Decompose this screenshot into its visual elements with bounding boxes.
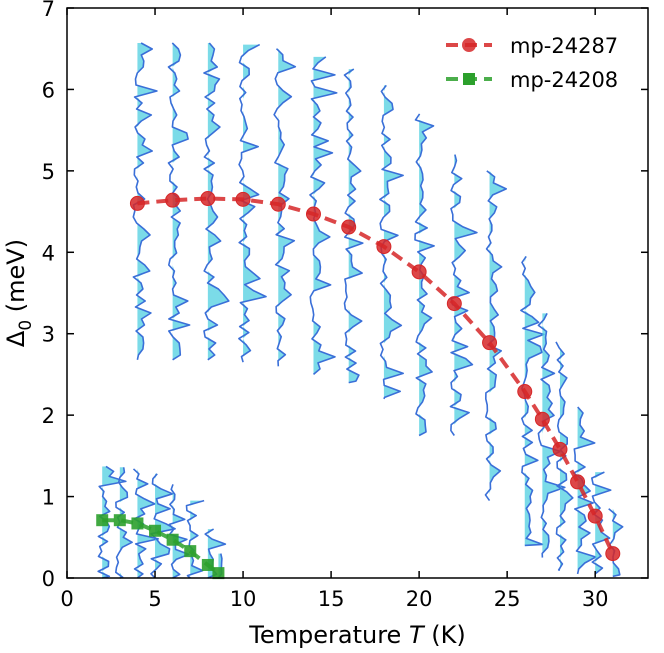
series-mp-24208-point-4 bbox=[166, 533, 179, 546]
series-mp-24287-point-9 bbox=[446, 296, 462, 312]
mp-24287-spectrum-fill-11 bbox=[524, 256, 544, 546]
series-mp-24287-point-11 bbox=[517, 384, 533, 400]
series-mp-24208-point-3 bbox=[149, 524, 162, 537]
y-tick-label-0: 0 bbox=[42, 567, 55, 591]
series-mp-24208-point-6 bbox=[201, 558, 214, 571]
x-tick-label-1: 5 bbox=[148, 587, 161, 611]
mp-24208-spectrum-fill-1 bbox=[119, 467, 133, 578]
y-tick-label-2: 2 bbox=[42, 404, 55, 428]
mp-24208-spectrum-line-5 bbox=[185, 499, 205, 579]
legend-label-0: mp-24287 bbox=[510, 34, 618, 58]
series-mp-24287-point-12 bbox=[534, 411, 550, 427]
series-mp-24208-point-1 bbox=[113, 514, 126, 527]
mp-24208-spectrum-fill-3 bbox=[155, 473, 176, 578]
spectra-layer bbox=[97, 42, 624, 579]
series-layer bbox=[96, 191, 621, 580]
mp-24287-spectrum-fill-7 bbox=[383, 85, 404, 399]
y-tick-label-3: 3 bbox=[42, 323, 55, 347]
series-mp-24287-point-4 bbox=[270, 196, 286, 212]
y-tick-label-5: 5 bbox=[42, 160, 55, 184]
x-tick-label-0: 0 bbox=[60, 587, 73, 611]
series-mp-24287-point-8 bbox=[411, 264, 427, 280]
mp-24287-spectrum-line-13 bbox=[555, 341, 574, 571]
plot-frame bbox=[66, 7, 649, 579]
legend-label-1: mp-24208 bbox=[510, 68, 618, 92]
mp-24287-spectrum-line-12 bbox=[537, 313, 566, 558]
legend: mp-24287 mp-24208 bbox=[446, 34, 618, 92]
series-mp-24208-point-0 bbox=[96, 514, 109, 527]
mp-24287-spectrum-fill-4 bbox=[278, 48, 296, 367]
mp-24208-spectrum-fill-5 bbox=[190, 500, 205, 578]
legend-marker-0 bbox=[462, 38, 476, 52]
mp-24287-spectrum-line-10 bbox=[484, 170, 507, 502]
series-mp-24208-point-2 bbox=[131, 517, 144, 530]
mp-24287-spectrum-line-9 bbox=[449, 154, 478, 436]
mp-24287-spectrum-fill-14 bbox=[577, 407, 596, 574]
y-tick-label-4: 4 bbox=[42, 241, 55, 265]
series-mp-24287-point-0 bbox=[129, 195, 145, 211]
x-tick-label-4: 20 bbox=[406, 587, 433, 611]
mp-24287-spectrum-fill-5 bbox=[313, 56, 337, 375]
x-tick-label-3: 15 bbox=[318, 587, 345, 611]
series-mp-24287-line bbox=[137, 196, 615, 555]
series-mp-24208-point-5 bbox=[184, 545, 197, 558]
mp-24208-spectrum-line-4 bbox=[168, 484, 190, 579]
y-tick-label-1: 1 bbox=[42, 486, 55, 510]
series-mp-24287-point-5 bbox=[305, 206, 321, 222]
series-mp-24287-point-1 bbox=[165, 192, 181, 208]
series-mp-24208-point-7 bbox=[212, 567, 225, 580]
y-tick-label-6: 6 bbox=[42, 78, 55, 102]
mp-24287-spectrum-line-16 bbox=[608, 508, 624, 578]
axes-layer: 0 5 10 15 20 25 30 0 1 2 3 4 5 6 7 Temperature T (K) Δ0 … bbox=[2, 0, 649, 649]
x-axis-label: Temperature T (K) bbox=[248, 621, 465, 649]
y-axis-label: Δ0 (meV) bbox=[2, 239, 36, 347]
series-mp-24287-point-6 bbox=[341, 219, 357, 235]
series-mp-24287-point-10 bbox=[482, 335, 498, 351]
series-mp-24287-point-2 bbox=[200, 191, 216, 207]
mp-24287-spectrum-line-11 bbox=[520, 255, 545, 547]
y-tick-label-7: 7 bbox=[42, 0, 55, 21]
mp-24287-spectrum-fill-12 bbox=[542, 313, 565, 558]
series-mp-24287-point-3 bbox=[235, 191, 251, 207]
y-axis-label-group: Δ0 (meV) bbox=[2, 239, 36, 347]
series-mp-24287-point-15 bbox=[587, 508, 603, 524]
series-mp-24287-point-16 bbox=[605, 546, 621, 562]
x-tick-label-2: 10 bbox=[230, 587, 257, 611]
mp-24287-spectrum-line-14 bbox=[573, 406, 597, 575]
legend-marker-1 bbox=[463, 73, 475, 85]
series-mp-24287-point-7 bbox=[376, 239, 392, 255]
series-mp-24287-point-13 bbox=[552, 441, 568, 457]
x-tick-label-6: 30 bbox=[582, 587, 609, 611]
x-tick-label-5: 25 bbox=[494, 587, 521, 611]
series-mp-24287-point-14 bbox=[570, 474, 586, 490]
